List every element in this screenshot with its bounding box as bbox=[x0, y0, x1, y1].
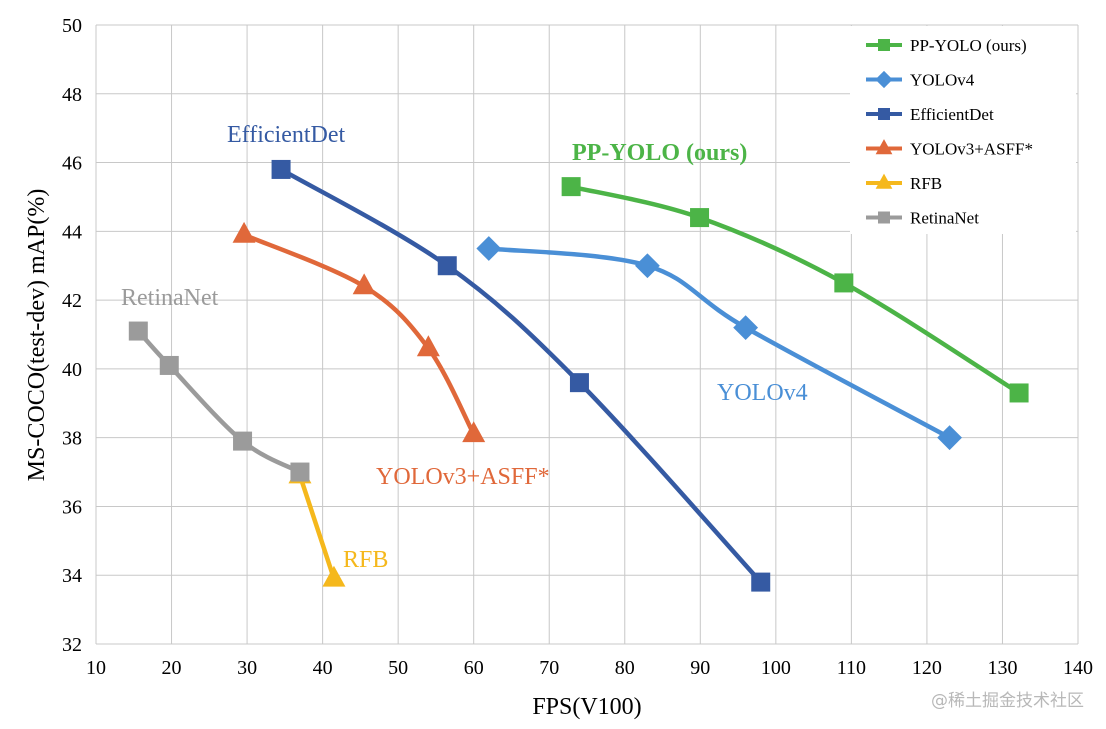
series-line-yolov3asff bbox=[241, 232, 476, 437]
data-point-yolov4 bbox=[635, 253, 660, 279]
watermark-text: @稀土掘金技术社区 bbox=[931, 691, 1084, 711]
data-point-efficientdet bbox=[569, 373, 589, 393]
data-point-retinanet bbox=[128, 321, 148, 341]
legend-label-retinanet: RetinaNet bbox=[910, 209, 979, 228]
legend: PP-YOLO (ours) YOLOv4 EfficientDet YOLOv3+A… bbox=[850, 26, 1076, 234]
data-point-rfb bbox=[322, 565, 346, 587]
series-annotations: PP-YOLO (ours) YOLOv4 EfficientDet YOLOv3+A… bbox=[121, 122, 808, 573]
annotation-yolov3asff: YOLOv3+ASFF* bbox=[376, 464, 550, 490]
data-point-yolov3asff bbox=[416, 335, 440, 357]
data-point-ppyolo bbox=[690, 208, 710, 228]
x-tick-label: 10 bbox=[86, 657, 106, 679]
annotation-yolov4: YOLOv4 bbox=[717, 380, 808, 406]
x-tick-label: 110 bbox=[837, 657, 866, 679]
y-tick-label: 50 bbox=[62, 15, 82, 37]
x-tick-label: 130 bbox=[987, 657, 1017, 679]
series-markers bbox=[128, 159, 1029, 592]
series-line-retinanet bbox=[136, 328, 303, 475]
legend-marker-yolov3asff bbox=[875, 139, 893, 155]
y-tick-label: 36 bbox=[62, 496, 82, 518]
legend-label-yolov4: YOLOv4 bbox=[910, 71, 975, 90]
x-tick-label: 40 bbox=[313, 657, 333, 679]
data-point-yolov4 bbox=[733, 315, 759, 341]
legend-marker-ppyolo bbox=[878, 39, 890, 51]
y-tick-label: 40 bbox=[62, 359, 82, 381]
legend-label-efficientdet: EfficientDet bbox=[910, 105, 994, 124]
x-tick-label: 100 bbox=[761, 657, 791, 679]
data-point-retinanet bbox=[233, 431, 253, 451]
data-point-yolov4 bbox=[937, 425, 962, 451]
series-line-efficientdet bbox=[278, 167, 763, 585]
y-tick-label: 42 bbox=[62, 290, 82, 312]
data-point-efficientdet bbox=[437, 256, 457, 276]
series-line-rfb bbox=[297, 473, 337, 581]
y-tick-label: 48 bbox=[62, 84, 82, 106]
legend-marker-retinanet bbox=[878, 211, 890, 224]
data-point-yolov4 bbox=[476, 236, 502, 261]
legend-marker-efficientdet bbox=[878, 108, 890, 120]
annotation-efficientdet: EfficientDet bbox=[227, 122, 346, 148]
data-point-efficientdet bbox=[271, 159, 291, 179]
legend-marker-yolov4 bbox=[875, 70, 893, 89]
legend-marker-rfb bbox=[875, 173, 893, 189]
y-tick-label: 32 bbox=[62, 634, 82, 656]
data-point-retinanet bbox=[290, 462, 310, 482]
legend-label-ppyolo: PP-YOLO (ours) bbox=[910, 36, 1027, 55]
x-axis-label: FPS(V100) bbox=[532, 694, 641, 720]
data-point-ppyolo bbox=[1009, 383, 1029, 403]
data-point-yolov3asff bbox=[352, 273, 376, 295]
series-lines bbox=[136, 167, 1022, 585]
legend-box bbox=[850, 26, 1076, 234]
axis-ticks: 10 20 30 40 50 60 70 80 90 100 110 120 130 140 32 34 36 3… bbox=[62, 15, 1093, 679]
annotation-rfb: RFB bbox=[343, 547, 388, 573]
x-tick-label: 80 bbox=[615, 657, 635, 679]
annotation-retinanet: RetinaNet bbox=[121, 285, 219, 311]
data-point-ppyolo bbox=[834, 273, 854, 293]
x-tick-label: 120 bbox=[912, 657, 942, 679]
x-tick-label: 20 bbox=[162, 657, 182, 679]
x-tick-label: 140 bbox=[1063, 657, 1093, 679]
y-axis-label: MS-COCO(test-dev) mAP(%) bbox=[24, 189, 50, 482]
data-point-yolov3asff bbox=[462, 421, 486, 443]
series-line-yolov4 bbox=[486, 246, 952, 440]
annotation-ppyolo: PP-YOLO (ours) bbox=[572, 140, 747, 166]
legend-label-rfb: RFB bbox=[910, 174, 942, 193]
x-tick-label: 90 bbox=[690, 657, 710, 679]
x-tick-label: 30 bbox=[237, 657, 257, 679]
data-point-efficientdet bbox=[751, 572, 771, 592]
y-tick-label: 46 bbox=[62, 153, 82, 175]
y-tick-label: 34 bbox=[62, 565, 82, 587]
series-line-ppyolo bbox=[568, 184, 1022, 396]
y-tick-label: 44 bbox=[62, 221, 82, 243]
data-point-yolov3asff bbox=[232, 221, 256, 243]
legend-label-yolov3asff: YOLOv3+ASFF* bbox=[910, 140, 1033, 159]
data-point-retinanet bbox=[159, 355, 179, 375]
x-tick-label: 70 bbox=[539, 657, 559, 679]
x-tick-label: 60 bbox=[464, 657, 484, 679]
y-tick-label: 38 bbox=[62, 428, 82, 450]
x-tick-label: 50 bbox=[388, 657, 408, 679]
data-point-ppyolo bbox=[561, 177, 581, 197]
